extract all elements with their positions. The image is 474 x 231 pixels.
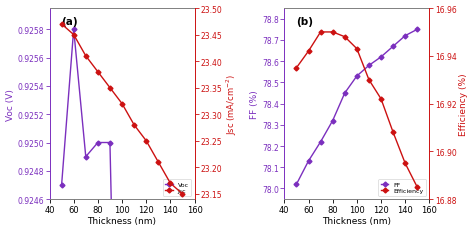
Line: FF: FF [295,28,419,186]
FF [402,35,408,38]
Efficiency [330,31,336,34]
Y-axis label: Efficiency (%): Efficiency (%) [459,73,468,135]
Jsc [155,161,161,164]
Line: Efficiency: Efficiency [295,31,419,189]
Efficiency [414,186,420,189]
Efficiency [354,48,360,51]
Legend: Voc, Jsc: Voc, Jsc [163,179,191,196]
Efficiency [306,50,311,53]
Efficiency [390,131,396,134]
FF [414,29,420,32]
Jsc [180,193,185,195]
Efficiency [342,36,347,39]
Y-axis label: FF (%): FF (%) [250,90,259,119]
Efficiency [318,31,323,34]
Jsc [83,55,89,58]
FF [330,120,336,122]
Efficiency [378,98,384,101]
FF [306,160,311,163]
Jsc [143,140,149,143]
Jsc [167,182,173,185]
Voc [95,142,100,144]
Legend: FF, Efficiency: FF, Efficiency [378,179,426,196]
FF [342,92,347,95]
Efficiency [402,162,408,165]
FF [390,46,396,49]
FF [293,183,299,186]
Efficiency [366,79,372,82]
Y-axis label: Voc (V): Voc (V) [6,88,15,120]
Text: (a): (a) [61,17,78,27]
Voc [107,142,113,144]
Voc [59,184,64,187]
X-axis label: Thickness (nm): Thickness (nm) [322,216,392,225]
Jsc [71,34,76,37]
Text: (b): (b) [296,17,313,27]
Line: Voc: Voc [60,28,184,231]
Line: Jsc: Jsc [60,23,184,196]
Jsc [131,124,137,127]
Efficiency [293,67,299,70]
FF [318,141,323,143]
Jsc [95,71,100,74]
FF [366,65,372,67]
Jsc [107,87,113,90]
FF [378,56,384,59]
Voc [83,156,89,158]
Jsc [59,24,64,26]
X-axis label: Thickness (nm): Thickness (nm) [88,216,156,225]
Jsc [119,103,125,106]
FF [354,75,360,78]
Y-axis label: Jsc (mA/cm$^{-2}$): Jsc (mA/cm$^{-2}$) [225,74,239,134]
Voc [71,29,76,32]
